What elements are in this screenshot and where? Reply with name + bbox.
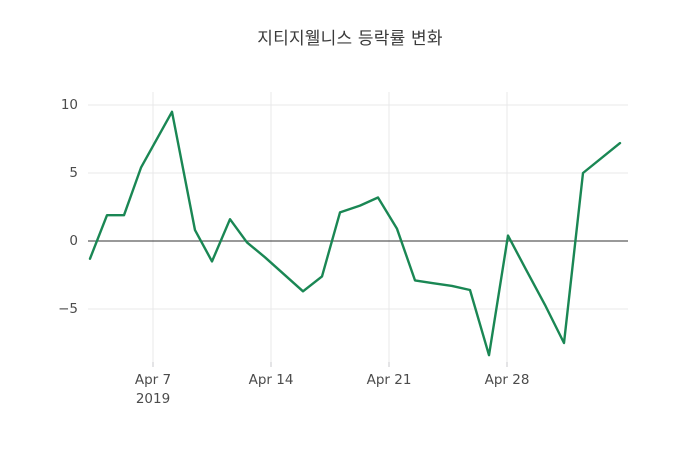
ytick-label--5: −5: [58, 301, 78, 317]
xtick-label-14: Apr 14: [248, 372, 294, 388]
ytick-label-0: 0: [69, 233, 78, 249]
xtick-label-21: Apr 21: [366, 372, 412, 388]
xtick-label-28: Apr 28: [484, 372, 530, 388]
ytick-label-10: 10: [60, 97, 78, 113]
chart-title: 지티지웰니스 등락률 변화: [257, 29, 443, 49]
xtick-label-7: Apr 7 2019: [134, 372, 172, 407]
x-axis-tick-marks: [152, 362, 508, 367]
data-series-line: [88, 110, 622, 357]
series-line-path: [88, 110, 622, 357]
vertical-gridlines: [152, 92, 508, 362]
ytick-label-5: 5: [69, 165, 78, 181]
